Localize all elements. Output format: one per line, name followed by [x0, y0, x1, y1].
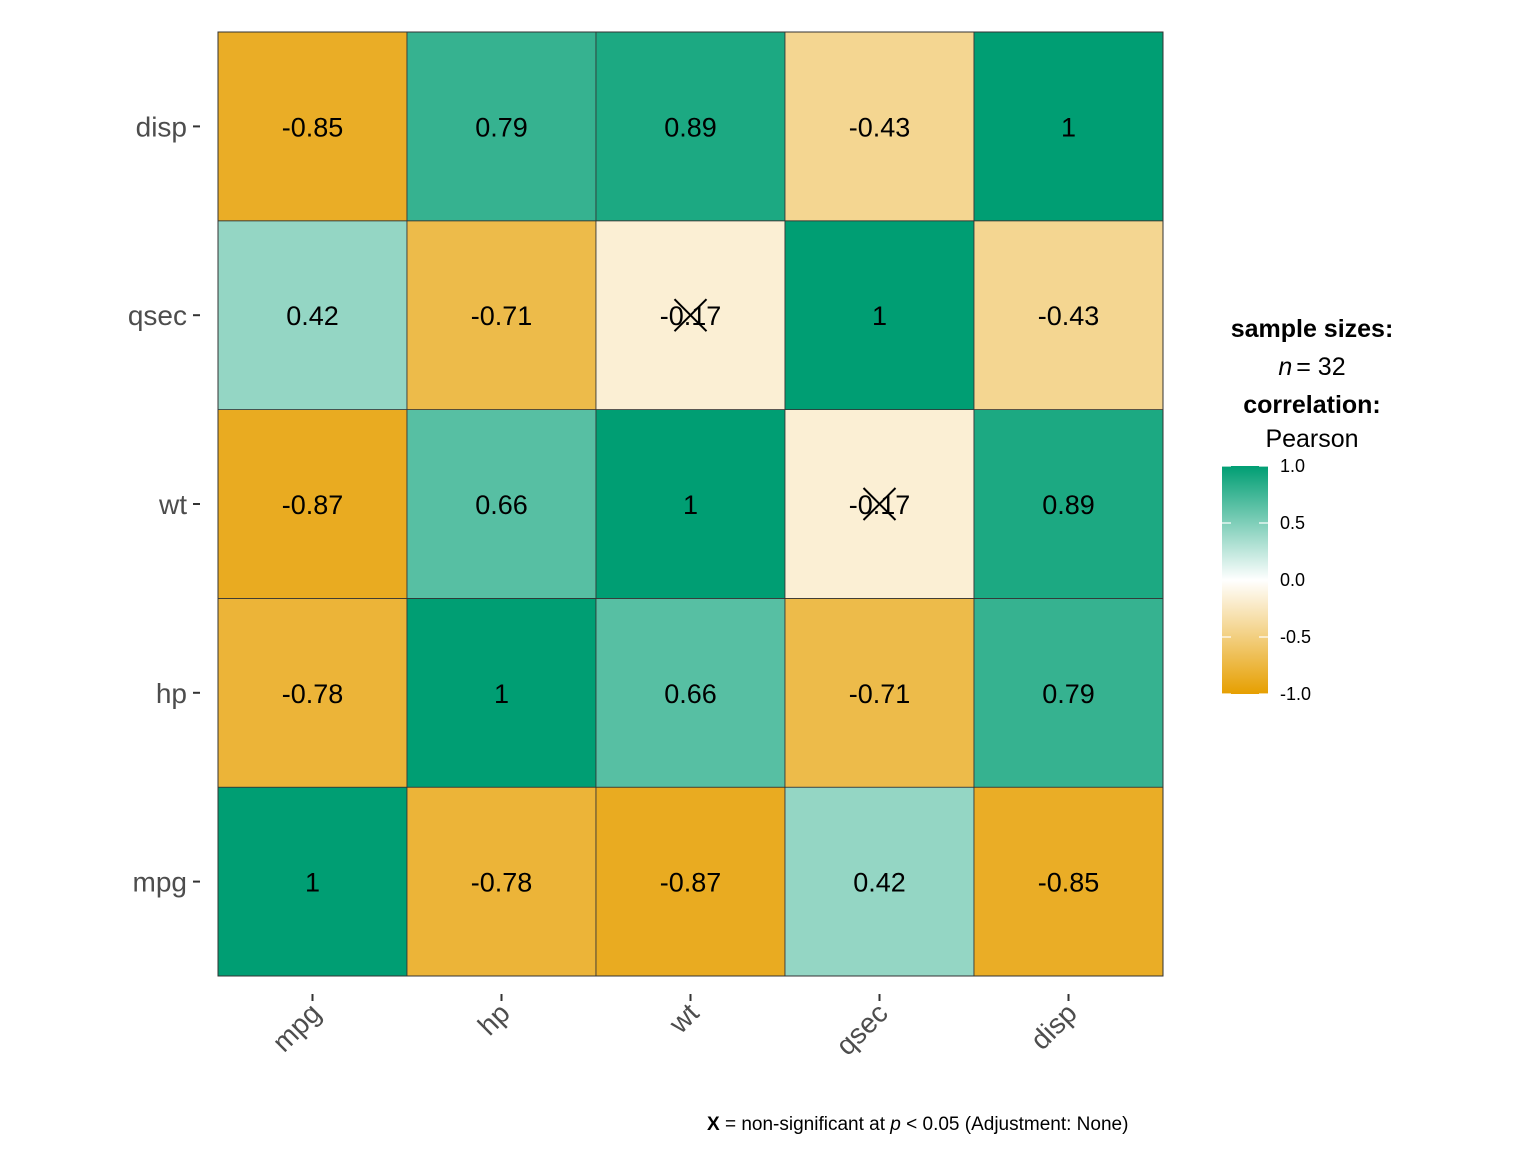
- heatmap-cell: [217, 598, 408, 788]
- heatmap-cell: [973, 31, 1164, 222]
- cell-value-label: -0.85: [282, 112, 344, 142]
- heatmap-cell: [406, 598, 597, 788]
- legend: sample sizes: n = 32 correlation: Pearson…: [1222, 315, 1393, 704]
- heatmap-cell: [595, 598, 786, 788]
- heatmap-cell: [784, 31, 975, 222]
- heatmap-cell: [973, 598, 1164, 788]
- y-tick-label: wt: [158, 489, 187, 520]
- colorbar-tick-label: 0.0: [1280, 570, 1305, 590]
- x-tick-label: mpg: [266, 997, 326, 1057]
- cell-value-label: 0.79: [475, 112, 528, 142]
- x-tick-label: wt: [662, 997, 705, 1040]
- heatmap-cell: [973, 786, 1164, 977]
- heatmap-border: [217, 31, 1164, 977]
- x-tick-label: qsec: [830, 997, 894, 1061]
- cell-value-label: 1: [683, 490, 698, 520]
- y-tick-label: hp: [156, 678, 187, 709]
- caption-mark: X: [707, 1114, 720, 1135]
- cell-value-label: 0.42: [286, 301, 339, 331]
- heatmap-cell: [406, 786, 597, 977]
- cell-value-label: 1: [494, 679, 509, 709]
- heatmap-cell: [406, 31, 597, 222]
- heatmap-cell: [784, 786, 975, 977]
- cell-value-label: 0.66: [475, 490, 528, 520]
- cell-value-label: -0.78: [282, 679, 344, 709]
- y-tick-label: qsec: [128, 300, 187, 331]
- cell-value-label: -0.87: [660, 868, 722, 898]
- heatmap-cell: [217, 786, 408, 977]
- colorbar-tick-label: 0.5: [1280, 513, 1305, 533]
- non-significant-cross: [673, 298, 708, 332]
- cell-value-label: 1: [1061, 112, 1076, 142]
- heatmap-cell: [973, 409, 1164, 599]
- y-tick-label: disp: [136, 111, 187, 142]
- colorbar-tick-label: -0.5: [1280, 627, 1311, 647]
- cell-value-label: -0.78: [471, 868, 533, 898]
- legend-n-value: = 32: [1296, 353, 1345, 381]
- caption: X = non-significant at p < 0.05 (Adjustm…: [707, 1114, 1128, 1135]
- cell-value-label: -0.71: [471, 301, 533, 331]
- x-tick-label: disp: [1024, 997, 1082, 1055]
- cell-value-label: -0.71: [849, 679, 911, 709]
- heatmap-cell: [217, 31, 408, 222]
- heatmap-cell: [595, 31, 786, 222]
- cell-value-label: 0.66: [664, 679, 717, 709]
- legend-sample-title: sample sizes:: [1231, 315, 1394, 343]
- colorbar-tick-label: 1.0: [1280, 456, 1305, 476]
- heatmap-cell: [784, 220, 975, 411]
- cell-value-label: -0.85: [1038, 868, 1100, 898]
- heatmap-cell: [217, 220, 408, 411]
- heatmap-cell: [973, 220, 1164, 411]
- y-tick-label: mpg: [133, 867, 187, 898]
- colorbar-tick-label: -1.0: [1280, 684, 1311, 704]
- cell-value-label: -0.87: [282, 490, 344, 520]
- legend-n-var: n: [1278, 353, 1292, 381]
- cell-value-label: -0.43: [849, 112, 911, 142]
- cell-value-label: 1: [305, 868, 320, 898]
- cell-value-label: 0.89: [664, 112, 717, 142]
- legend-corr-method: Pearson: [1265, 425, 1358, 453]
- non-significant-cross: [862, 487, 897, 521]
- legend-sample-size: n = 32: [1278, 353, 1345, 381]
- caption-p-var: p: [889, 1114, 901, 1135]
- cell-value-label: 1: [872, 301, 887, 331]
- cell-value-label: 0.79: [1042, 679, 1095, 709]
- heatmap-cell: [406, 220, 597, 411]
- caption-text-b: < 0.05 (Adjustment: None): [901, 1114, 1129, 1135]
- x-axis: mpg hp wt qsec disp: [266, 994, 1083, 1061]
- heatmap-cell: [595, 409, 786, 599]
- cell-value-label: 0.89: [1042, 490, 1095, 520]
- x-tick-label: hp: [472, 997, 516, 1041]
- colorbar-ticks: 1.0 0.5 0.0 -0.5 -1.0: [1222, 456, 1311, 704]
- heatmap-cell: [784, 598, 975, 788]
- cell-value-label: 0.42: [853, 868, 906, 898]
- caption-text-a: = non-significant at: [720, 1114, 891, 1135]
- legend-corr-title: correlation:: [1243, 391, 1381, 419]
- y-axis: mpg hp wt qsec disp: [128, 111, 200, 898]
- cell-value-label: -0.43: [1038, 301, 1100, 331]
- heatmap-cells: 1 -0.78 -0.87 0.42 -0.85 -0.78 1 0.66 -0.71 0.79 -…: [217, 31, 1164, 977]
- heatmap-cell: [406, 409, 597, 599]
